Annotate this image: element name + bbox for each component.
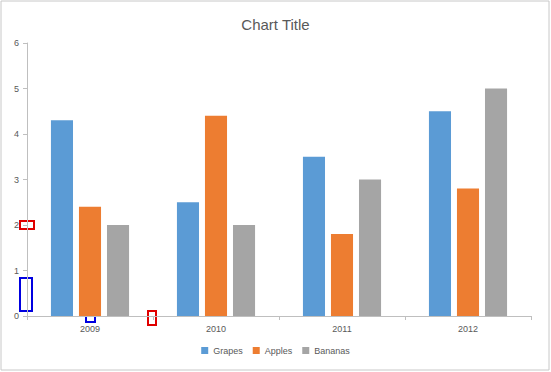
svg-text:3: 3 — [14, 175, 19, 185]
svg-text:Apples: Apples — [265, 346, 293, 356]
svg-text:2011: 2011 — [332, 324, 351, 334]
svg-text:4: 4 — [14, 129, 19, 139]
svg-text:Grapes: Grapes — [213, 346, 243, 356]
svg-text:0: 0 — [14, 311, 19, 321]
svg-text:Chart Title: Chart Title — [241, 16, 309, 33]
svg-text:6: 6 — [14, 38, 19, 48]
svg-text:2012: 2012 — [458, 324, 478, 334]
svg-text:2010: 2010 — [206, 324, 226, 334]
svg-text:2: 2 — [14, 220, 19, 230]
svg-text:1: 1 — [14, 266, 19, 276]
svg-text:2009: 2009 — [80, 324, 100, 334]
svg-text:Bananas: Bananas — [314, 346, 350, 356]
svg-text:5: 5 — [14, 84, 19, 94]
